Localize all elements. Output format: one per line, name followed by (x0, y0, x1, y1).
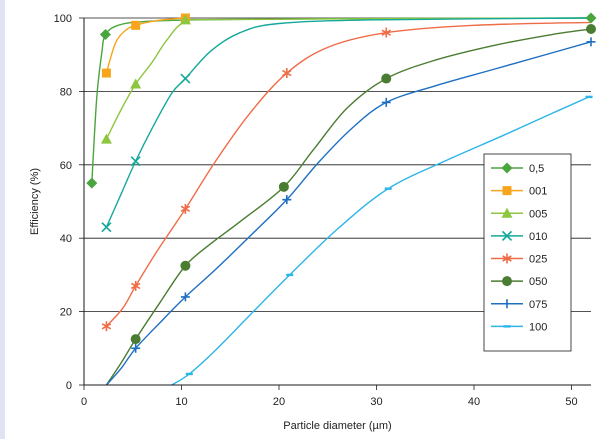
series-line-005 (105, 17, 592, 140)
x-tick-label: 30 (370, 396, 382, 408)
legend-label: 010 (529, 231, 547, 243)
data-point-010 (130, 156, 141, 167)
legend-item-001: 001 (491, 186, 547, 198)
legend-marker (501, 162, 513, 174)
legend-marker (501, 230, 513, 241)
data-point-050 (381, 73, 392, 84)
data-point-005 (130, 78, 142, 89)
legend-marker (502, 253, 512, 264)
x-tick-label: 10 (175, 396, 187, 408)
series-line-001 (105, 17, 186, 74)
legend-label: 100 (529, 321, 547, 333)
data-point-005 (179, 14, 191, 25)
y-tick-label: 20 (60, 307, 72, 319)
data-point-025 (180, 203, 191, 214)
data-point-0,5 (86, 177, 98, 189)
y-tick-label: 80 (60, 86, 72, 98)
x-tick-label: 20 (273, 396, 285, 408)
y-tick-label: 40 (60, 233, 72, 245)
x-tick-label: 50 (565, 396, 577, 408)
legend-item-025: 025 (491, 253, 547, 266)
axes (79, 17, 591, 390)
data-point-001 (131, 20, 141, 30)
data-point-075 (586, 37, 596, 47)
data-point-025 (130, 280, 141, 291)
data-point-025 (282, 68, 292, 79)
legend-label: 005 (529, 208, 547, 220)
y-tick-label: 100 (54, 13, 72, 25)
y-tick-label: 60 (60, 160, 72, 172)
data-point-075 (131, 343, 141, 353)
data-point-010 (101, 222, 112, 233)
data-point-001 (101, 68, 111, 78)
legend-marker (501, 207, 513, 218)
legend-label: 075 (529, 299, 547, 311)
legend-label: 001 (529, 186, 547, 198)
legend-item-005: 005 (491, 207, 547, 220)
legend-item-075: 075 (491, 299, 547, 311)
y-tick-label: 0 (66, 380, 72, 392)
legend: 0,5 001 005 010 025 050 075 100 (483, 153, 572, 352)
data-point-075 (381, 97, 391, 107)
data-point-025 (101, 321, 112, 332)
legend-box (483, 153, 572, 352)
series-line-100 (171, 96, 590, 386)
legend-marker (502, 276, 512, 287)
legend-label: 050 (529, 276, 547, 288)
data-point-050 (130, 334, 141, 345)
legend-item-100: 100 (491, 321, 547, 333)
x-tick-label: 0 (81, 396, 87, 408)
legend-label: 0,5 (529, 163, 544, 175)
data-point-025 (381, 27, 391, 38)
x-tick-label: 40 (468, 396, 480, 408)
legend-marker (502, 299, 512, 309)
legend-label: 025 (529, 254, 547, 266)
data-point-050 (586, 24, 596, 35)
legend-item-010: 010 (491, 230, 547, 243)
data-point-010 (180, 73, 191, 84)
series-markers (86, 12, 597, 376)
legend-marker (502, 186, 512, 196)
data-point-0,5 (99, 29, 111, 41)
data-point-005 (100, 133, 112, 144)
data-point-075 (180, 292, 190, 302)
data-point-0,5 (585, 12, 597, 24)
y-axis-label: Efficiency (%) (29, 168, 41, 235)
data-point-050 (278, 181, 289, 192)
legend-item-050: 050 (491, 276, 547, 288)
x-axis-label: Particle diameter (µm) (283, 420, 391, 432)
data-point-075 (282, 195, 292, 205)
legend-item-0,5: 0,5 (491, 162, 544, 175)
series-line-010 (105, 17, 592, 228)
data-point-050 (180, 260, 191, 271)
